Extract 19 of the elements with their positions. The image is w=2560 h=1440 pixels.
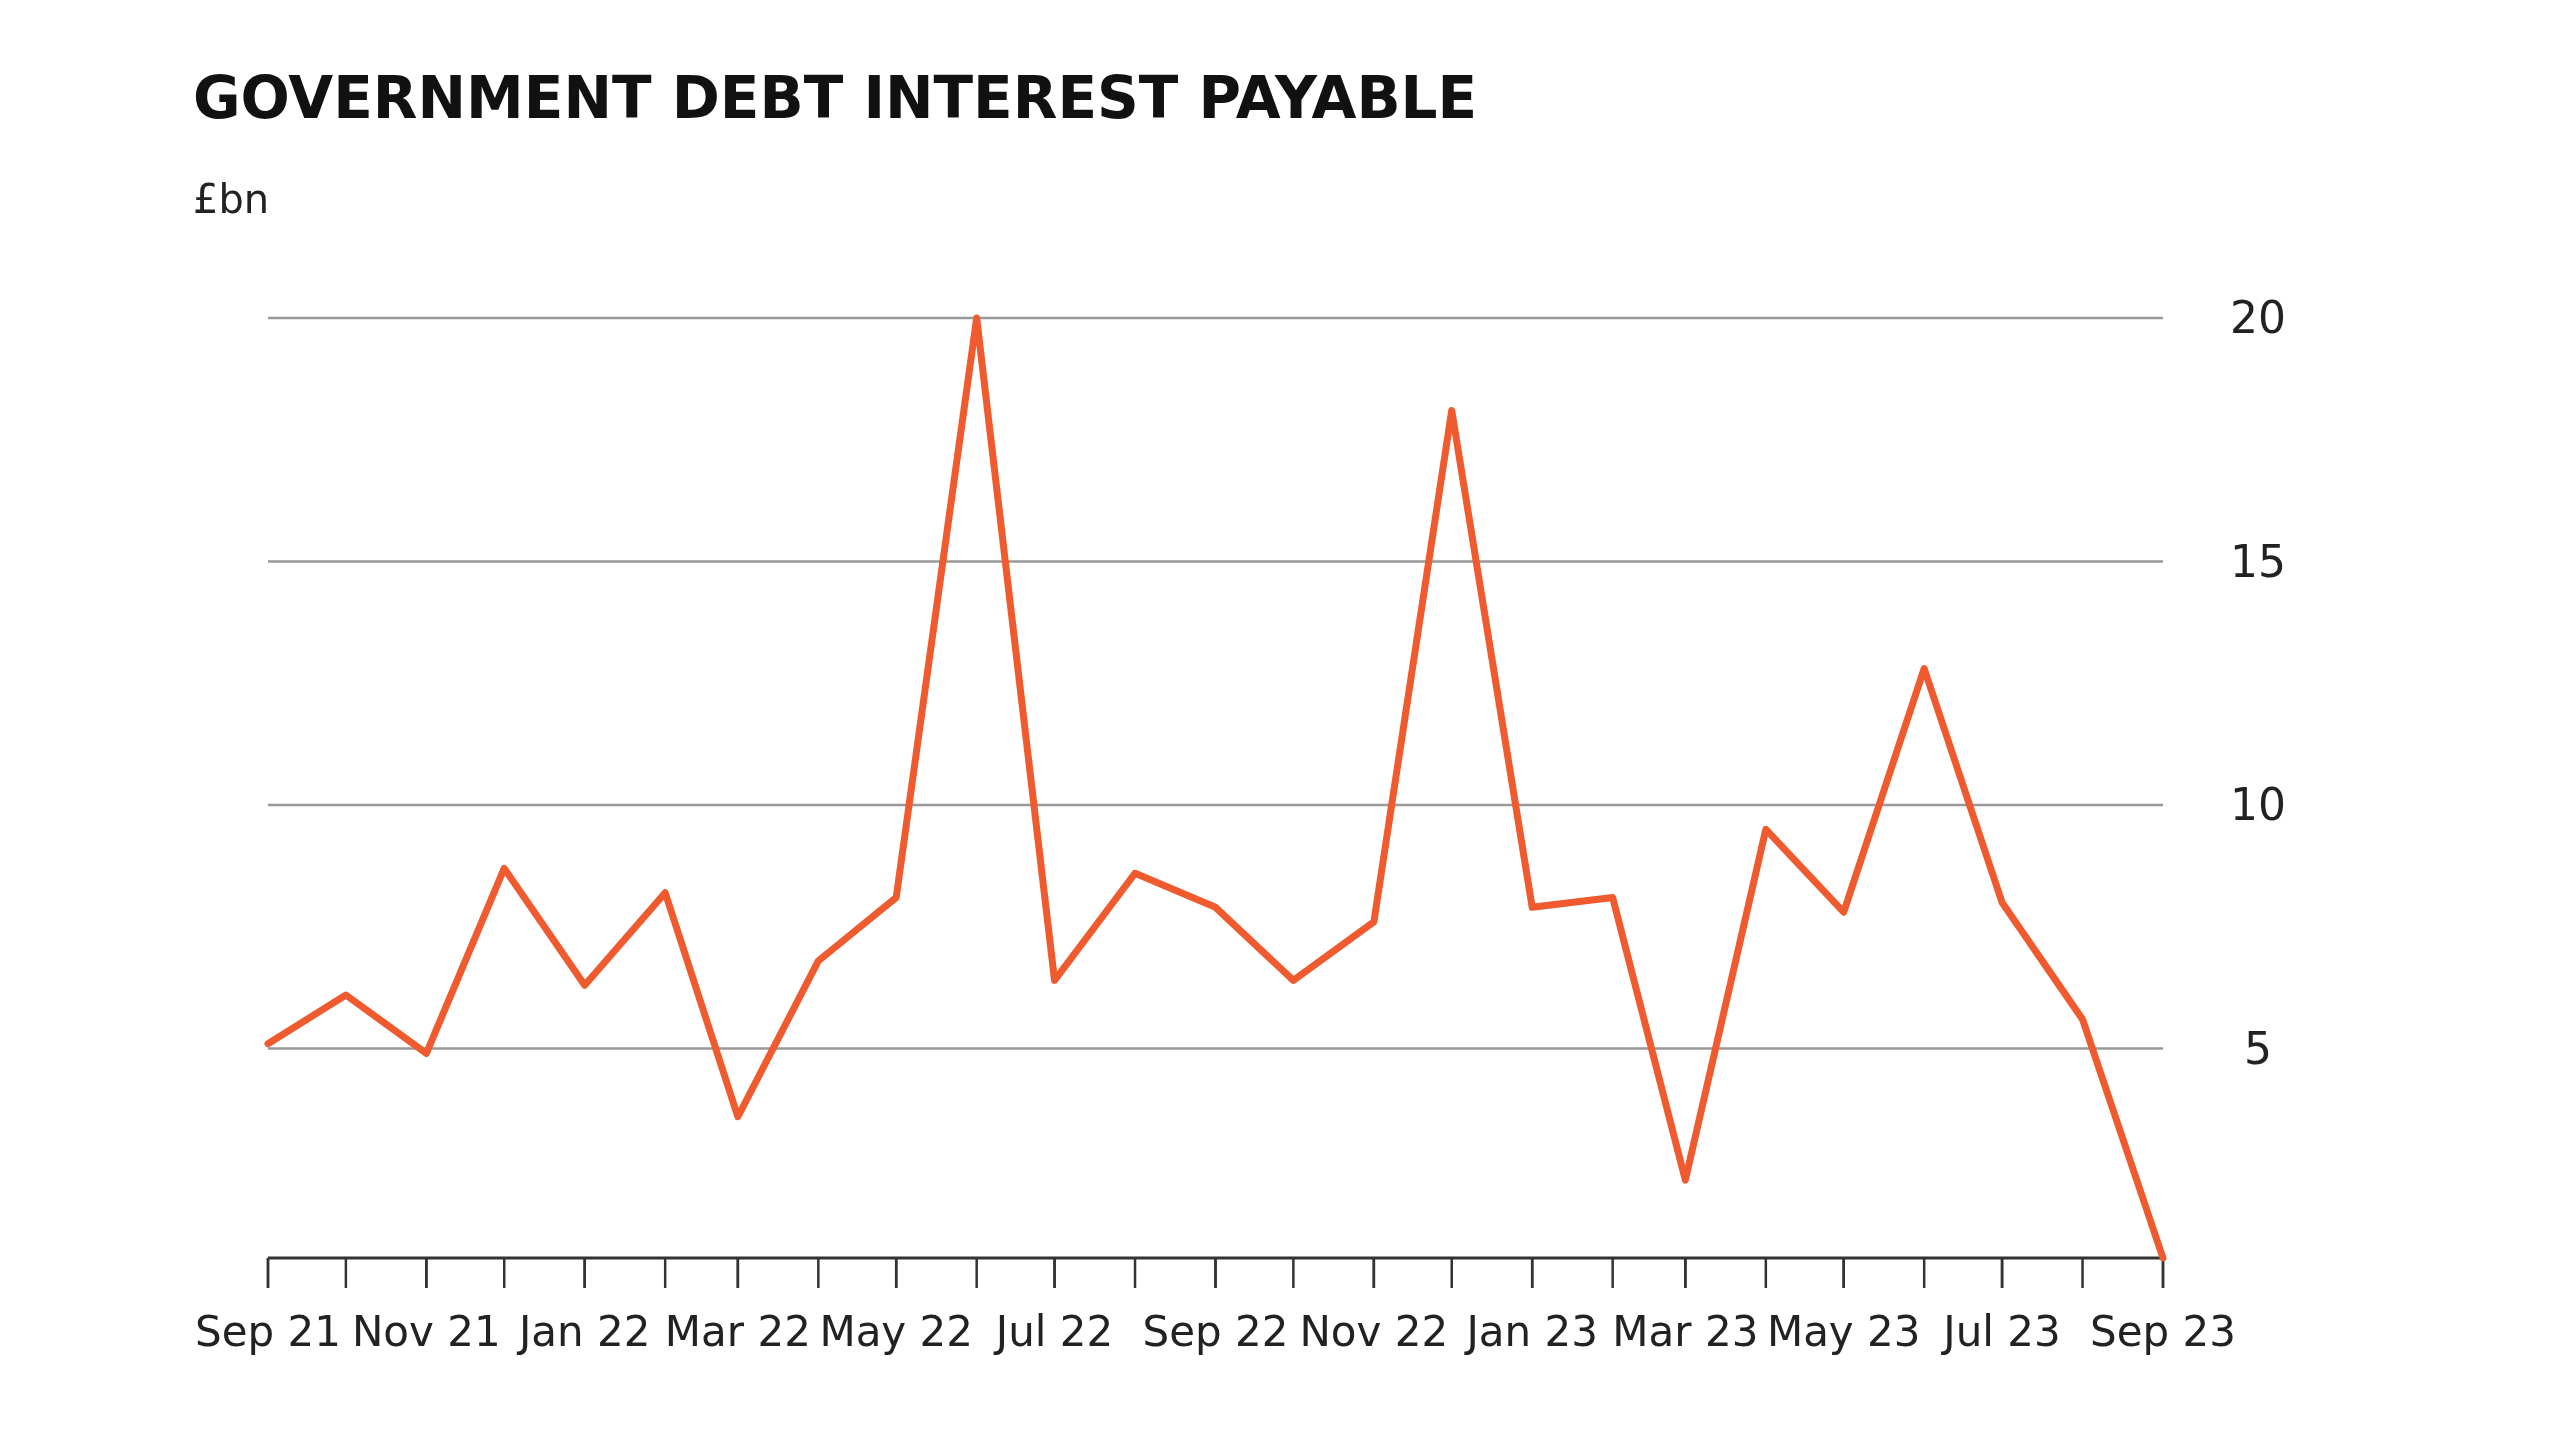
x-tick-label: Sep 23 xyxy=(2090,1307,2236,1356)
x-tick-label: Mar 23 xyxy=(1612,1307,1759,1356)
y-tick-label: 5 xyxy=(2244,1022,2272,1074)
x-tick-label: Jan 22 xyxy=(515,1307,651,1356)
y-tick-label: 20 xyxy=(2230,292,2286,344)
x-tick-label: May 23 xyxy=(1766,1307,1921,1356)
y-axis-title: £bn xyxy=(193,176,270,222)
x-tick-label: Jul 22 xyxy=(992,1307,1114,1356)
x-tick-label: Mar 22 xyxy=(664,1307,811,1356)
x-tick-label: Nov 21 xyxy=(351,1307,501,1356)
x-tick-label: Nov 22 xyxy=(1299,1307,1449,1356)
x-tick-label: Sep 22 xyxy=(1142,1307,1289,1356)
x-tick-label: May 22 xyxy=(819,1307,974,1356)
y-tick-label: 10 xyxy=(2230,779,2286,831)
x-tick-label: Jan 23 xyxy=(1463,1307,1598,1356)
chart-title: GOVERNMENT DEBT INTEREST PAYABLE xyxy=(193,64,1478,132)
x-tick-label: Jul 23 xyxy=(1940,1307,2061,1356)
y-tick-label: 15 xyxy=(2230,535,2286,587)
x-tick-label: Sep 21 xyxy=(195,1307,341,1356)
